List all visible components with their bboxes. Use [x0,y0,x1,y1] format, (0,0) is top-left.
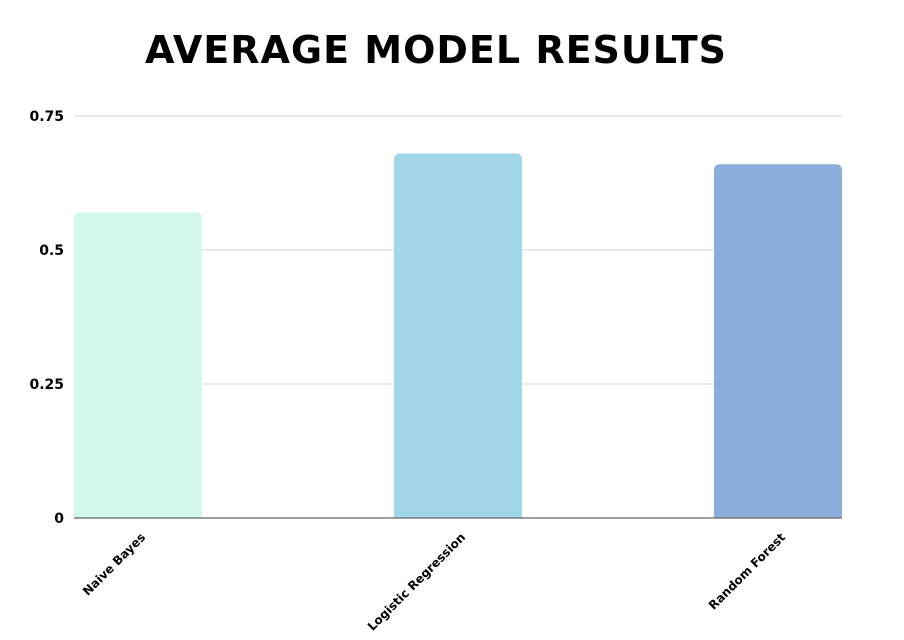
y-axis-ticks: 0 0.25 0.5 0.75 [29,109,64,527]
bars [74,153,842,519]
y-tick-label: 0.75 [29,109,64,125]
y-tick-label: 0 [54,511,64,527]
x-category-label: Logistic Regression [365,530,468,633]
bar-naive-bayes [74,212,202,519]
chart-title: AVERAGE MODEL RESULTS [145,28,727,72]
bar-random-forest [714,164,842,519]
x-axis-categories: Naive Bayes Logistic Regression Random For… [80,530,788,633]
y-tick-label: 0.25 [29,377,64,393]
bar-logistic-regression [394,153,522,518]
x-category-label: Naive Bayes [80,530,148,598]
y-tick-label: 0.5 [39,243,64,259]
x-category-label: Random Forest [706,530,788,612]
